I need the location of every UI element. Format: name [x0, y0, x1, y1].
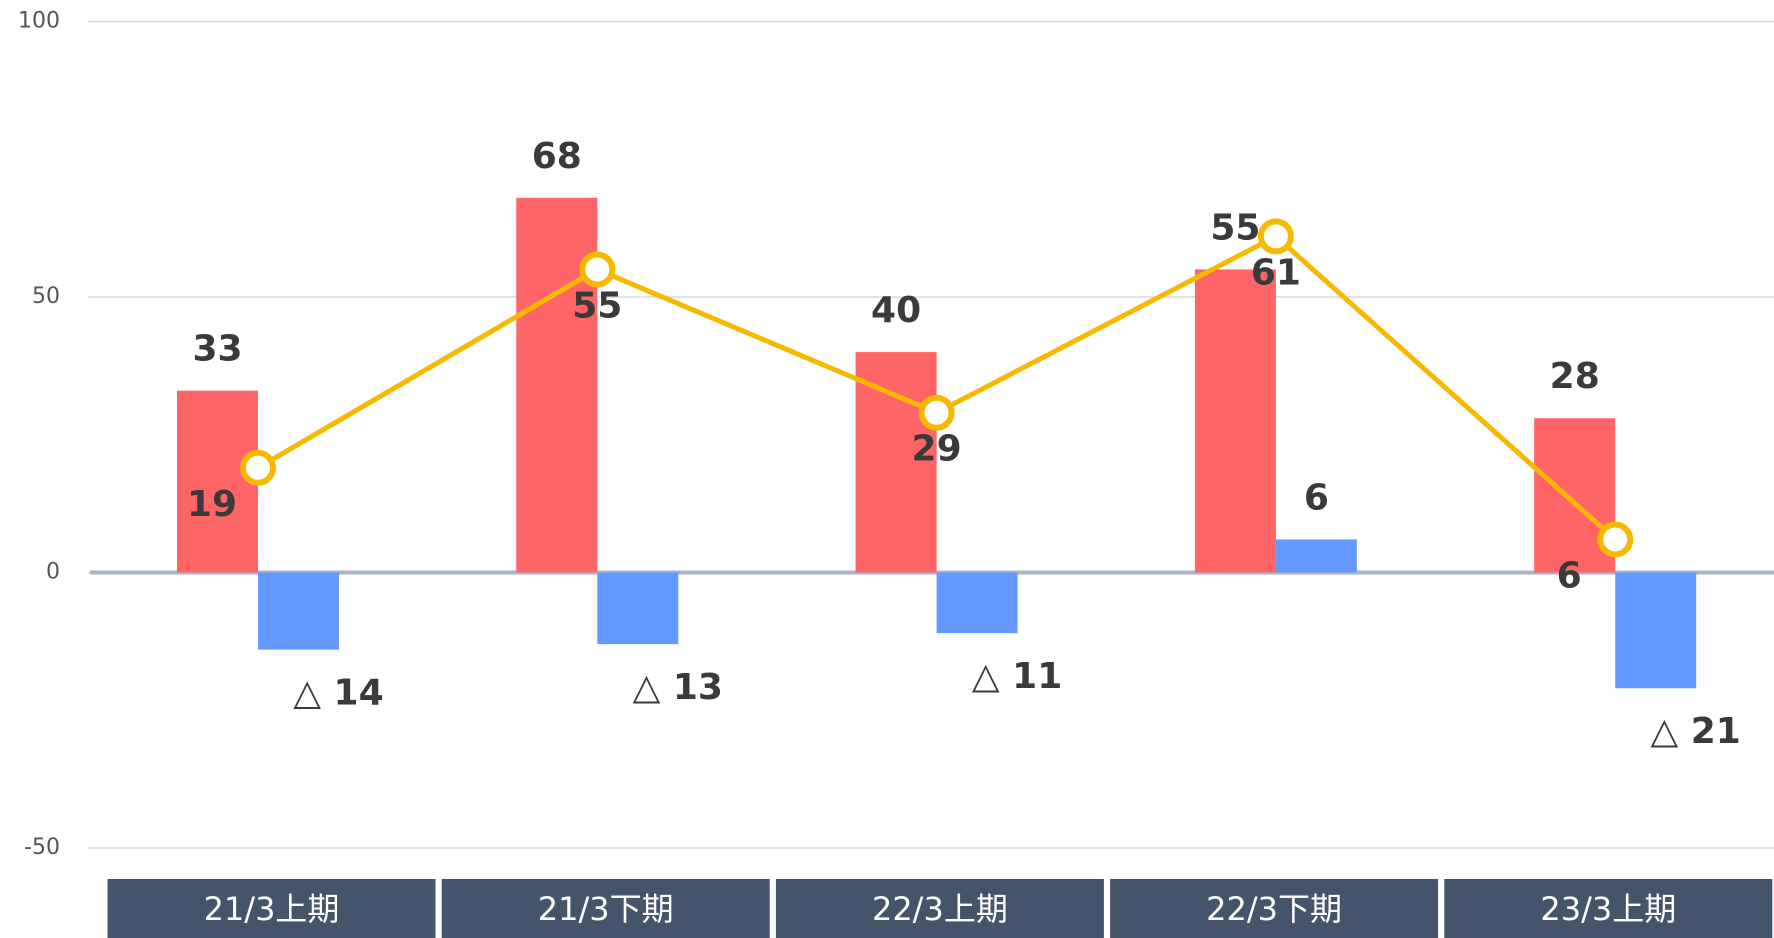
- bar: [1275, 539, 1357, 573]
- data-label: 61: [1251, 252, 1301, 293]
- line-point: [918, 394, 955, 431]
- bar: [936, 572, 1018, 634]
- y-tick-label: 0: [46, 560, 60, 585]
- data-label: 6: [1557, 555, 1582, 596]
- bar: [516, 197, 598, 573]
- y-tick-label: -50: [24, 835, 60, 860]
- data-label: △ 21: [1651, 711, 1741, 752]
- x-tick-label: 21/3下期: [538, 890, 674, 928]
- bar: [597, 572, 679, 645]
- data-label: 6: [1304, 477, 1329, 518]
- data-label: 19: [187, 484, 237, 525]
- bar: [258, 572, 339, 650]
- data-label: △ 14: [293, 673, 383, 714]
- category-header: [1444, 879, 1773, 938]
- x-tick-label: 21/3上期: [204, 890, 340, 928]
- data-label: 55: [1210, 207, 1260, 248]
- line-point: [1597, 521, 1634, 558]
- data-label: △ 11: [972, 656, 1062, 697]
- x-tick-label: 22/3下期: [1206, 890, 1342, 928]
- y-tick-label: 100: [18, 9, 60, 34]
- category-header: [1110, 879, 1439, 938]
- x-tick-label: 22/3上期: [872, 890, 1008, 928]
- line-point: [579, 251, 616, 288]
- data-label: 55: [572, 285, 622, 326]
- data-label: △ 13: [633, 667, 723, 708]
- line-point: [240, 449, 276, 486]
- bar: [855, 352, 937, 573]
- category-header: [107, 879, 436, 938]
- data-label: 40: [871, 290, 921, 331]
- data-label: 29: [912, 429, 962, 470]
- y-tick-label: 50: [32, 284, 60, 309]
- category-header: [441, 879, 770, 938]
- category-header: [775, 879, 1104, 938]
- bar: [1615, 572, 1697, 689]
- data-label: 33: [192, 329, 242, 370]
- line-point: [1257, 218, 1294, 255]
- bar: [1194, 269, 1276, 573]
- bar: [177, 390, 258, 573]
- data-label: 68: [532, 136, 582, 177]
- data-label: 28: [1550, 356, 1600, 397]
- x-tick-label: 23/3上期: [1540, 890, 1676, 928]
